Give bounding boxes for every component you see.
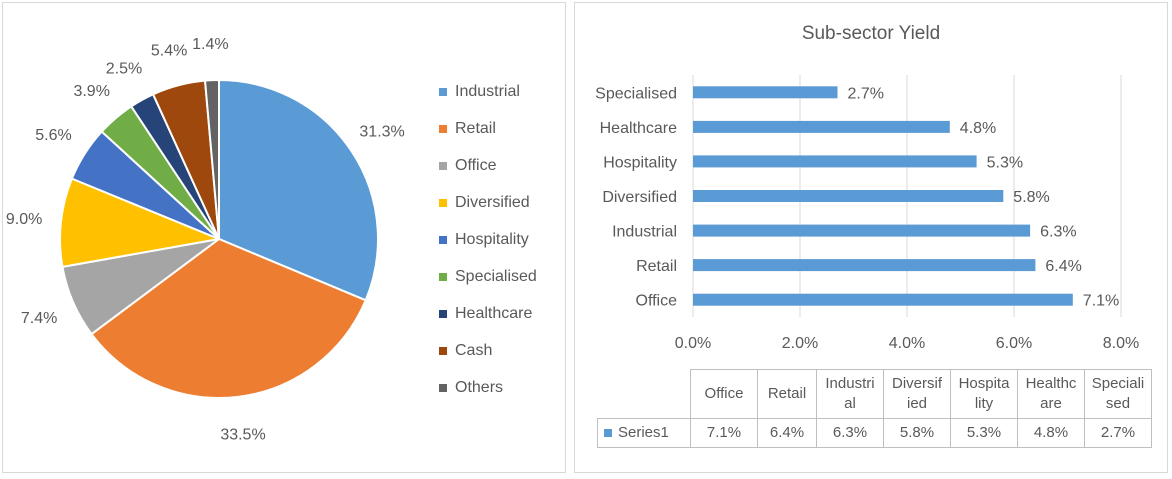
data-table-cell-diversified: 5.8% bbox=[883, 418, 951, 448]
pie-chart: 31.3% 33.5% 7.4% 9.0% 5.6% 3.9% 2.5% 5.4% 1.4% bbox=[6, 36, 405, 444]
bar-healthcare bbox=[693, 120, 950, 133]
legend-label-retail: Retail bbox=[455, 120, 496, 137]
data-table-cell-specialised: 2.7% bbox=[1084, 418, 1152, 448]
legend-item-others: Others bbox=[439, 378, 503, 398]
legend-label-hospitality: Hospitality bbox=[455, 231, 529, 248]
y-tick-label-healthcare: Healthcare bbox=[600, 120, 677, 137]
legend-item-office: Office bbox=[439, 156, 497, 176]
legend-item-retail: Retail bbox=[439, 119, 496, 139]
legend-item-healthcare: Healthcare bbox=[439, 304, 532, 324]
bar-hospitality bbox=[693, 155, 977, 168]
data-table-cell-industrial: 6.3% bbox=[816, 418, 884, 448]
bar-data-label-diversified: 5.8% bbox=[1013, 189, 1049, 206]
bar-data-label-retail: 6.4% bbox=[1045, 258, 1081, 275]
legend-swatch-office bbox=[439, 162, 447, 170]
data-table-cell-retail: 6.4% bbox=[757, 418, 817, 448]
pie-slice-industrial bbox=[218, 78, 379, 302]
pie-data-label-others: 1.4% bbox=[192, 36, 228, 53]
bar-chart-panel: Sub-sector Yield 0.0% 2.0% 4.0% 6.0% 8.0% Off… bbox=[574, 2, 1168, 473]
data-table-cell-office: 7.1% bbox=[690, 418, 758, 448]
data-table-series-row: Series1 7.1% 6.4% 6.3% 5.8% 5.3% 4.8% 2.7% bbox=[597, 418, 1152, 448]
x-tick-label: 6.0% bbox=[996, 335, 1032, 352]
y-tick-label-hospitality: Hospitality bbox=[603, 154, 677, 171]
data-table-header-row: Office Retail Industri al Diversif ied Hospita… bbox=[598, 369, 1152, 419]
legend-swatch-healthcare bbox=[439, 310, 447, 318]
pie-data-label-industrial: 31.3% bbox=[359, 123, 404, 140]
pie-data-label-cash: 5.4% bbox=[151, 43, 187, 60]
legend-item-industrial: Industrial bbox=[439, 82, 520, 102]
x-tick-label: 4.0% bbox=[889, 335, 925, 352]
bar-data-label-industrial: 6.3% bbox=[1040, 224, 1076, 241]
pie-data-label-hospitality: 5.6% bbox=[35, 127, 71, 144]
legend-item-cash: Cash bbox=[439, 341, 492, 361]
legend-label-cash: Cash bbox=[455, 342, 493, 359]
pie-slice-diversified bbox=[59, 177, 223, 268]
pie-data-label-diversified: 9.0% bbox=[6, 211, 42, 228]
x-tick-label: 2.0% bbox=[782, 335, 818, 352]
bar-data-label-healthcare: 4.8% bbox=[960, 120, 996, 137]
bar-retail bbox=[693, 259, 1036, 272]
bar-data-label-specialised: 2.7% bbox=[848, 85, 884, 102]
legend-item-hospitality: Hospitality bbox=[439, 230, 529, 250]
legend-swatch-cash bbox=[439, 347, 447, 355]
bar-data-label-office: 7.1% bbox=[1083, 293, 1119, 310]
data-table-series-label: Series1 bbox=[597, 418, 691, 448]
legend-swatch-industrial bbox=[439, 88, 447, 96]
pie-data-label-specialised: 3.9% bbox=[73, 83, 109, 100]
pie-slice-others bbox=[203, 78, 220, 240]
legend-swatch-specialised bbox=[439, 273, 447, 281]
pie-data-label-healthcare: 2.5% bbox=[106, 61, 142, 78]
bar-specialised bbox=[693, 86, 838, 99]
bar-chart: 0.0% 2.0% 4.0% 6.0% 8.0% Office 7.1% Retail 6.4%… bbox=[595, 75, 1139, 352]
y-tick-label-retail: Retail bbox=[636, 258, 677, 275]
data-table-header-diversified: Diversif ied bbox=[883, 369, 951, 419]
legend-label-others: Others bbox=[455, 379, 504, 396]
pie-data-label-retail: 33.5% bbox=[220, 427, 265, 444]
x-tick-label: 0.0% bbox=[675, 335, 711, 352]
legend-label-office: Office bbox=[455, 157, 497, 174]
data-table-header-retail: Retail bbox=[757, 369, 817, 419]
data-table-header-industrial: Industri al bbox=[816, 369, 884, 419]
legend-swatch-diversified bbox=[439, 199, 447, 207]
y-tick-label-office: Office bbox=[636, 293, 678, 310]
pie-slice-retail bbox=[90, 237, 368, 399]
series-legend-key bbox=[604, 429, 612, 438]
legend-label-industrial: Industrial bbox=[455, 83, 520, 100]
legend-item-specialised: Specialised bbox=[439, 267, 537, 287]
bar-diversified bbox=[693, 190, 1004, 202]
y-tick-label-diversified: Diversified bbox=[602, 189, 677, 206]
pie-chart-panel: 31.3% 33.5% 7.4% 9.0% 5.6% 3.9% 2.5% 5.4% 1.4% I… bbox=[2, 2, 566, 473]
data-table-header-specialised: Speciali sed bbox=[1084, 369, 1152, 419]
data-table-corner bbox=[598, 370, 691, 419]
legend-label-specialised: Specialised bbox=[455, 268, 537, 285]
legend-label-healthcare: Healthcare bbox=[455, 305, 533, 322]
y-tick-label-industrial: Industrial bbox=[612, 224, 677, 241]
legend-label-diversified: Diversified bbox=[455, 194, 530, 211]
legend-swatch-others bbox=[439, 384, 447, 392]
data-table-header-healthcare: Healthc are bbox=[1017, 369, 1085, 419]
legend-swatch-hospitality bbox=[439, 236, 447, 244]
data-table-cell-hospitality: 5.3% bbox=[950, 418, 1018, 448]
series-name: Series1 bbox=[618, 424, 669, 441]
bar-data-label-hospitality: 5.3% bbox=[987, 154, 1023, 171]
bar-office bbox=[693, 293, 1073, 306]
legend-item-diversified: Diversified bbox=[439, 193, 530, 213]
legend-swatch-retail bbox=[439, 125, 447, 133]
x-tick-label: 8.0% bbox=[1103, 335, 1139, 352]
data-table: Office Retail Industri al Diversif ied Hospita… bbox=[597, 369, 1152, 448]
data-table-header-hospitality: Hospita lity bbox=[950, 369, 1018, 419]
bar-industrial bbox=[693, 224, 1031, 237]
data-table-header-office: Office bbox=[690, 369, 758, 419]
chart-title: Sub-sector Yield bbox=[801, 23, 941, 44]
y-tick-label-specialised: Specialised bbox=[595, 85, 677, 102]
pie-data-label-office: 7.4% bbox=[21, 310, 57, 327]
data-table-cell-healthcare: 4.8% bbox=[1017, 418, 1085, 448]
